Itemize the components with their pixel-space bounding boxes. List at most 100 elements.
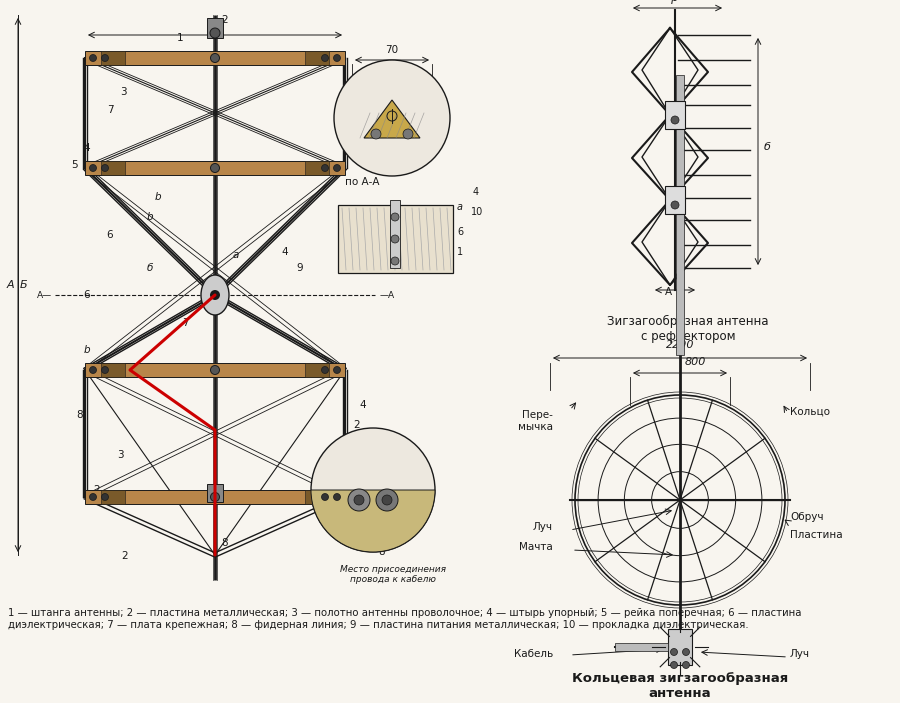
Text: 9: 9 [297,263,303,273]
Text: Луч: Луч [790,649,810,659]
FancyBboxPatch shape [101,363,125,377]
Text: 1: 1 [176,33,184,43]
FancyBboxPatch shape [101,490,125,504]
Circle shape [391,213,399,221]
Circle shape [334,55,340,61]
Text: c: c [212,19,218,29]
Text: б: б [764,142,771,152]
FancyBboxPatch shape [305,51,329,65]
Text: Луч: Луч [533,522,553,532]
Circle shape [321,55,328,61]
Circle shape [211,164,220,172]
Text: 6: 6 [107,230,113,240]
Text: 8: 8 [76,410,84,420]
Text: Пластина: Пластина [790,530,842,540]
Text: 8: 8 [378,547,384,557]
Text: 8: 8 [221,538,229,548]
Text: 3: 3 [120,87,126,97]
Circle shape [102,366,109,373]
Circle shape [89,55,96,61]
Text: 7: 7 [107,105,113,115]
Circle shape [354,495,364,505]
FancyBboxPatch shape [305,363,329,377]
Circle shape [102,165,109,172]
FancyBboxPatch shape [305,161,329,175]
Wedge shape [311,490,435,552]
Text: 4: 4 [282,247,288,257]
FancyBboxPatch shape [668,629,692,665]
FancyBboxPatch shape [85,490,345,504]
Circle shape [210,290,220,300]
Text: a: a [233,250,239,260]
Text: по А-А: по А-А [345,177,380,187]
Circle shape [682,648,689,655]
Text: E: E [200,492,206,502]
Text: ρ: ρ [671,0,679,4]
Circle shape [670,662,678,669]
FancyBboxPatch shape [615,643,668,651]
Circle shape [371,129,381,139]
Circle shape [682,662,689,669]
FancyBboxPatch shape [85,363,345,377]
Text: Место присоединения: Место присоединения [340,565,446,574]
Circle shape [334,494,340,501]
Text: А: А [6,280,14,290]
FancyBboxPatch shape [665,186,685,214]
Ellipse shape [201,275,229,315]
Circle shape [311,428,435,552]
Circle shape [670,648,678,655]
Text: 10: 10 [471,207,483,217]
Circle shape [211,366,220,375]
Text: 1: 1 [457,247,464,257]
Text: g: g [387,478,393,488]
Circle shape [102,494,109,501]
Text: 30: 30 [397,115,410,125]
Text: —A: —A [380,290,395,299]
Text: 4: 4 [360,400,366,410]
Polygon shape [364,100,420,138]
Circle shape [321,366,328,373]
Text: 3: 3 [117,450,123,460]
FancyBboxPatch shape [207,484,223,502]
Circle shape [89,494,96,501]
Text: A—: A— [37,290,52,299]
Text: 70: 70 [385,45,399,55]
Text: 6: 6 [457,227,464,237]
Text: 2: 2 [94,485,100,495]
Circle shape [671,201,679,209]
Text: 800: 800 [684,357,706,367]
Text: Б: Б [20,280,28,290]
Text: 2: 2 [354,420,360,430]
FancyBboxPatch shape [101,161,125,175]
FancyBboxPatch shape [305,490,329,504]
Circle shape [391,235,399,243]
Text: a: a [457,202,463,212]
Text: 60: 60 [397,138,410,148]
FancyBboxPatch shape [85,51,345,65]
Text: 4: 4 [473,187,479,197]
Text: 9: 9 [403,517,410,527]
FancyBboxPatch shape [676,75,684,355]
Circle shape [376,489,398,511]
Text: 2: 2 [221,15,229,25]
Text: Кабель: Кабель [514,649,553,659]
Circle shape [334,366,340,373]
Text: Кольцевая зигзагообразная
антенна: Кольцевая зигзагообразная антенна [572,672,788,700]
Circle shape [321,165,328,172]
Text: 4: 4 [84,143,90,153]
FancyBboxPatch shape [390,200,400,268]
Text: 7: 7 [182,318,188,328]
Circle shape [334,165,340,172]
Text: b: b [155,192,162,202]
FancyBboxPatch shape [101,51,125,65]
Text: 6: 6 [84,290,90,300]
Circle shape [348,489,370,511]
Circle shape [210,28,220,38]
Circle shape [321,494,328,501]
Text: б: б [147,263,153,273]
FancyBboxPatch shape [338,205,453,273]
Text: 5: 5 [72,160,78,170]
Text: 2: 2 [122,551,129,561]
Circle shape [671,116,679,124]
FancyBboxPatch shape [85,161,345,175]
